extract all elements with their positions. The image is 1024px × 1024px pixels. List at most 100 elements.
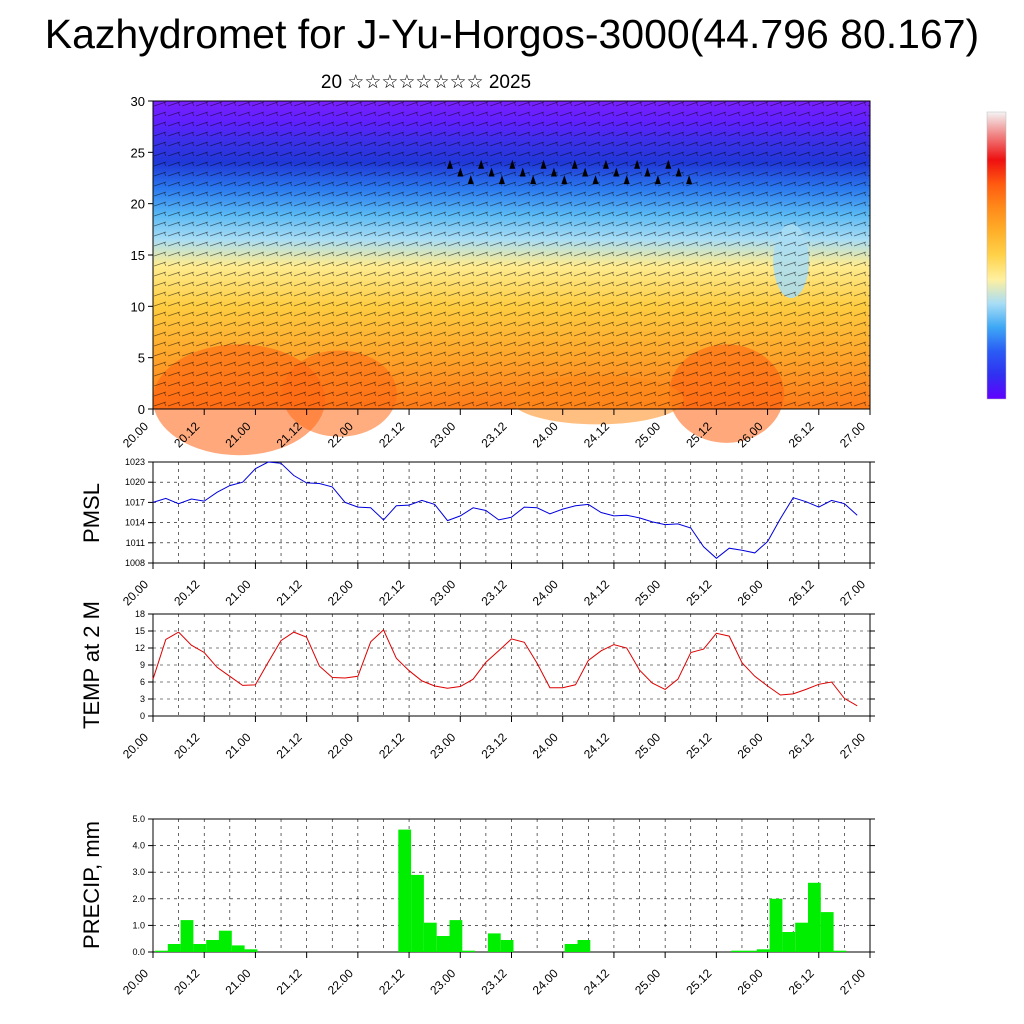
wind-barbs	[153, 101, 870, 409]
cross-section-x-tick-label: 20.00	[120, 419, 151, 450]
pmsl-x-tick-label: 25.12	[683, 577, 714, 608]
precip-bar	[462, 950, 476, 952]
pmsl-y-tick-label: 1023	[125, 457, 145, 467]
temp-x-tick-label: 25.12	[683, 730, 714, 761]
temp-x-tick-label: 20.12	[171, 730, 202, 761]
temp-y-tick-label: 15	[135, 626, 145, 636]
cross-section-x-tick-label: 23.12	[478, 419, 509, 450]
temp-x-tick-label: 25.00	[632, 730, 663, 761]
pmsl-y-tick-label: 1014	[125, 518, 145, 528]
cross-section-x-tick-label: 23.00	[427, 419, 458, 450]
cross-section-x-tick-label: 25.00	[632, 419, 663, 450]
temp-chart: 0 3 6 9 12 15 18 TEMP at 2 M 20.00 20.12 21.00 21.1…	[79, 601, 875, 761]
precip-bar	[423, 922, 437, 952]
temp-x-tick-label: 24.00	[530, 730, 561, 761]
precip-bar	[231, 945, 245, 952]
precip-bar	[756, 949, 770, 952]
precip-x-tick-label: 21.00	[222, 966, 253, 997]
pmsl-x-tick-label: 22.00	[325, 577, 356, 608]
precip-bar	[449, 920, 463, 952]
temp-x-tick-label: 22.12	[376, 730, 407, 761]
precip-bar	[795, 922, 808, 952]
wind-flag	[644, 167, 651, 177]
precip-x-tick-label: 20.12	[171, 966, 202, 997]
pmsl-x-tick-label: 21.00	[222, 577, 253, 608]
cross-section-y-tick-label: 20	[131, 197, 145, 212]
precip-bar	[782, 932, 796, 952]
wind-flag	[519, 167, 526, 177]
pmsl-y-tick-label: 1008	[125, 558, 145, 568]
temp-y-tick-label: 9	[140, 660, 145, 670]
pmsl-y-label: PMSL	[79, 483, 104, 543]
precip-bar	[500, 940, 514, 952]
precip-bar	[411, 874, 424, 952]
precip-x-tick-label: 24.12	[581, 966, 612, 997]
precip-bar	[155, 950, 168, 952]
wind-flag	[478, 159, 485, 169]
pmsl-x-tick-label: 23.12	[478, 577, 509, 608]
wind-flag	[540, 159, 547, 169]
precip-bar	[436, 936, 450, 952]
temp-y-tick-label: 3	[140, 694, 145, 704]
pmsl-x-tick-label: 20.00	[120, 577, 151, 608]
cross-section-x-tick-label: 27.00	[837, 419, 868, 450]
precip-bar	[180, 920, 194, 952]
cross-section-y-tick-label: 10	[131, 299, 145, 314]
wind-flag	[623, 175, 630, 185]
temp-x-tick-label: 22.00	[325, 730, 356, 761]
page-title: Kazhydromet for J-Yu-Horgos-3000(44.796 …	[44, 11, 980, 57]
precip-bar	[193, 944, 207, 952]
precip-bar	[487, 933, 501, 952]
precip-bar	[206, 940, 219, 952]
precip-bar	[833, 950, 847, 952]
precip-y-tick-label: 3.0	[132, 867, 145, 877]
pmsl-x-tick-label: 25.00	[632, 577, 663, 608]
pmsl-x-tick-label: 26.12	[786, 577, 817, 608]
precip-y-tick-label: 5.0	[132, 814, 145, 824]
cross-section-y-tick-label: 30	[131, 94, 145, 109]
precip-bar	[398, 829, 412, 952]
precip-y-tick-label: 4.0	[132, 841, 145, 851]
temp-x-tick-label: 21.12	[274, 730, 305, 761]
precip-bar	[219, 930, 232, 952]
pmsl-x-tick-label: 22.12	[376, 577, 407, 608]
precip-x-tick-label: 26.12	[786, 966, 817, 997]
precip-x-tick-label: 22.12	[376, 966, 407, 997]
temp-x-tick-label: 20.00	[120, 730, 151, 761]
precip-x-tick-label: 22.00	[325, 966, 356, 997]
cross-section-x-tick-label: 22.12	[376, 419, 407, 450]
precip-x-tick-label: 26.00	[735, 966, 766, 997]
precip-y-label: PRECIP, mm	[79, 821, 104, 949]
wind-flag	[602, 159, 609, 169]
pmsl-x-tick-label: 23.00	[427, 577, 458, 608]
temp-y-label: TEMP at 2 M	[79, 601, 104, 729]
page-subtitle: 20 ☆☆☆☆☆☆☆☆ 2025	[320, 72, 532, 93]
wind-flag	[634, 159, 641, 169]
pmsl-x-tick-label: 27.00	[837, 577, 868, 608]
pmsl-y-tick-label: 1020	[125, 477, 145, 487]
pmsl-x-tick-label: 24.00	[530, 577, 561, 608]
pmsl-x-tick-label: 21.12	[274, 577, 305, 608]
precip-bar	[167, 944, 181, 952]
wind-flag	[582, 167, 589, 177]
precip-x-tick-label: 24.00	[530, 966, 561, 997]
pmsl-line	[152, 461, 858, 559]
temp-x-tick-label: 23.12	[478, 730, 509, 761]
wind-flag	[467, 175, 474, 185]
pmsl-x-tick-label: 20.12	[171, 577, 202, 608]
precip-x-tick-label: 21.12	[274, 966, 305, 997]
temp-x-tick-label: 27.00	[837, 730, 868, 761]
precip-y-tick-label: 0.0	[132, 947, 145, 957]
cross-section-x-tick-label: 24.00	[530, 419, 561, 450]
pmsl-x-tick-label: 24.12	[581, 577, 612, 608]
precip-bar	[820, 912, 834, 952]
wind-flag	[488, 167, 495, 177]
wind-flag	[509, 159, 516, 169]
precip-bar	[244, 949, 258, 952]
temp-y-tick-label: 12	[135, 643, 145, 653]
temp-x-tick-label: 24.12	[581, 730, 612, 761]
precip-x-tick-label: 20.00	[120, 966, 151, 997]
precip-bar	[577, 940, 591, 952]
pmsl-chart: 1008 1011 1014 1017 1020 1023 PMSL 20.00 20.12 21…	[79, 457, 875, 608]
